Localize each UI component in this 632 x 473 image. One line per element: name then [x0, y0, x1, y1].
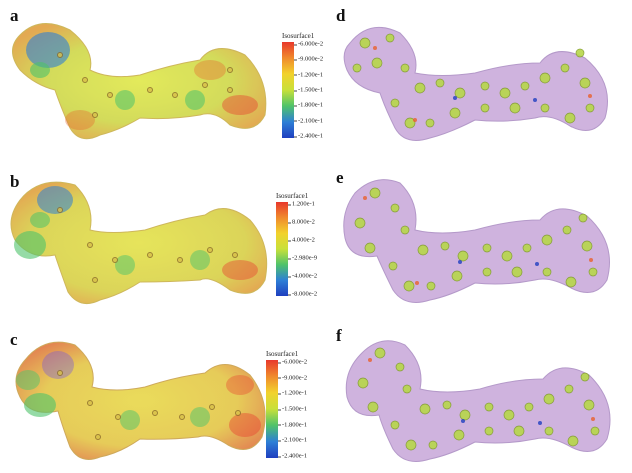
colorbar-tick-label: -9.000e-2 — [293, 55, 324, 63]
colorbar-tick-label: -1.500e-1 — [277, 405, 308, 413]
esp-surface-a — [12, 23, 267, 140]
panel-label-e: e — [336, 168, 344, 187]
colorbar-title-a: Isosurface1 — [282, 32, 315, 40]
density-surface-e — [343, 179, 610, 303]
esp-surface-c — [15, 341, 266, 460]
colorbar-tick-label: -8.000e-2 — [287, 290, 318, 298]
colorbar-tick-label: -2.100e-1 — [277, 436, 308, 444]
colorbar-tick-label: -2.100e-1 — [293, 117, 324, 125]
colorbar-tick-label: -1.500e-1 — [293, 86, 324, 94]
colorbar-tick-label: -1.800e-1 — [277, 421, 308, 429]
colorbar-tick-label: -1.800e-1 — [293, 101, 324, 109]
colorbar-a — [282, 42, 294, 138]
colorbar-tick-label: -2.400e-1 — [277, 452, 308, 460]
colorbar-tick-label: 8.000e-2 — [288, 218, 315, 226]
panel-label-c: c — [10, 330, 18, 349]
density-surface-f — [345, 340, 611, 462]
colorbar-tick-label: -2.980e-9 — [287, 254, 318, 262]
colorbar-tick-label: -9.000e-2 — [277, 374, 308, 382]
colorbar-tick-label: -6.000e-2 — [293, 40, 324, 48]
colorbar-tick-label: -1.200e-1 — [293, 71, 324, 79]
colorbar-b — [276, 202, 288, 296]
colorbar-c — [266, 360, 278, 458]
colorbar-title-b: Isosurface1 — [276, 192, 309, 200]
colorbar-tick-label: -4.000e-2 — [287, 272, 318, 280]
panel-label-b: b — [10, 172, 20, 191]
colorbar-tick-label: 4.000e-2 — [288, 236, 315, 244]
colorbar-tick-label: 1.200e-1 — [288, 200, 315, 208]
panel-label-f: f — [336, 326, 342, 345]
esp-surface-b — [10, 181, 268, 305]
density-surface-d — [343, 26, 608, 141]
colorbar-tick-label: -2.400e-1 — [293, 132, 324, 140]
colorbar-tick-label: -1.200e-1 — [277, 389, 308, 397]
panel-label-d: d — [336, 6, 346, 25]
panel-label-a: a — [10, 6, 19, 25]
colorbar-title-c: Isosurface1 — [266, 350, 299, 358]
colorbar-tick-label: -6.000e-2 — [277, 358, 308, 366]
